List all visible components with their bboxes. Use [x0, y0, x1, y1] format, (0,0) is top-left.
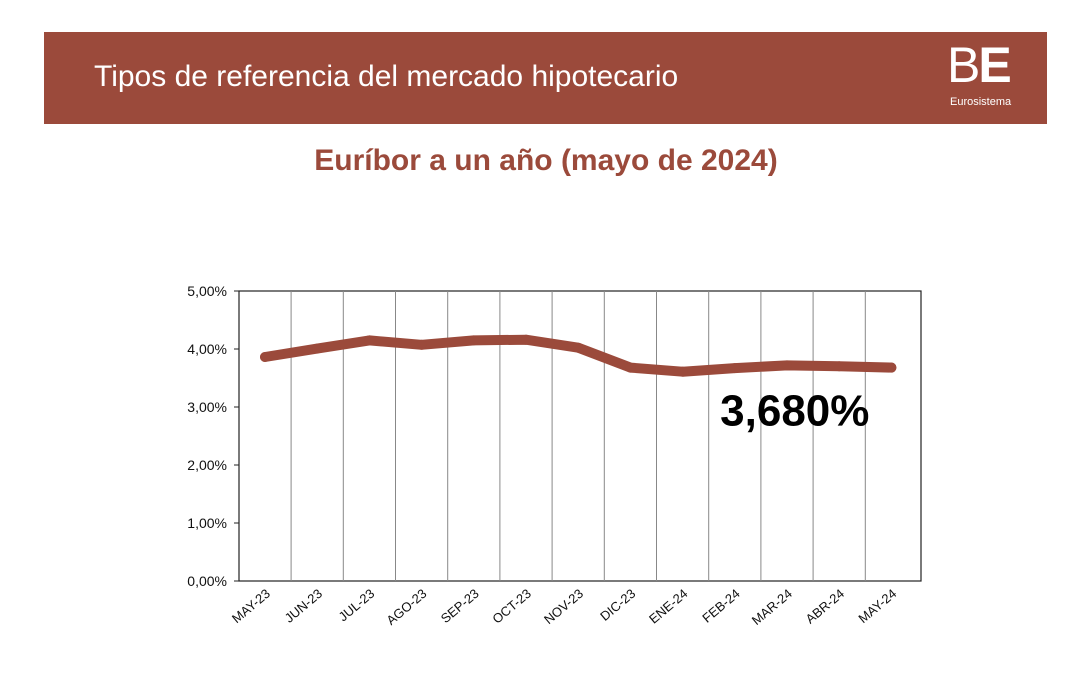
data-point	[468, 335, 479, 346]
y-tick-label: 2,00%	[187, 457, 227, 473]
data-point	[834, 361, 845, 372]
header-title: Tipos de referencia del mercado hipoteca…	[94, 60, 679, 93]
data-point	[312, 343, 323, 354]
data-point	[364, 335, 375, 346]
y-tick-label: 0,00%	[187, 573, 227, 589]
data-point	[677, 366, 688, 377]
x-tick-label: MAR-24	[749, 586, 795, 628]
x-tick-label: JUN-23	[282, 586, 325, 626]
y-tick-label: 4,00%	[187, 341, 227, 357]
logo-mark-b: B	[947, 37, 980, 93]
logo-mark-e: E	[978, 37, 1011, 93]
x-tick-label: MAY-23	[229, 586, 273, 626]
data-point	[886, 362, 897, 373]
x-tick-label: ABR-24	[803, 586, 848, 627]
data-point	[729, 363, 740, 374]
last-value-annotation: 3,680%	[720, 387, 869, 436]
x-tick-label: AGO-23	[383, 586, 429, 628]
data-point	[521, 334, 531, 345]
y-tick-label: 1,00%	[187, 515, 227, 531]
header-bar: Tipos de referencia del mercado hipoteca…	[44, 32, 1047, 124]
data-point	[782, 360, 792, 371]
x-tick-label: ENE-24	[646, 586, 691, 627]
data-point	[260, 352, 270, 363]
logo-mark: BE	[947, 37, 1012, 93]
chart-title: Euríbor a un año (mayo de 2024)	[314, 144, 778, 177]
x-tick-label: FEB-24	[699, 586, 742, 626]
x-tick-label: MAY-24	[855, 586, 899, 626]
plot-frame	[238, 290, 922, 582]
data-point	[625, 362, 636, 373]
x-tick-label: DIC-23	[597, 586, 638, 624]
logo-subtitle: Eurosistema	[950, 96, 1012, 108]
data-point	[573, 342, 584, 353]
y-tick-label: 5,00%	[187, 283, 227, 299]
x-tick-label: OCT-23	[489, 586, 534, 627]
x-tick-label: NOV-23	[541, 586, 586, 627]
x-tick-label: JUL-23	[336, 586, 378, 624]
y-tick-label: 3,00%	[187, 399, 227, 415]
banco-de-espana-logo: BE Eurosistema	[947, 40, 1037, 120]
data-point	[416, 339, 427, 350]
x-tick-label: SEP-23	[438, 586, 482, 626]
